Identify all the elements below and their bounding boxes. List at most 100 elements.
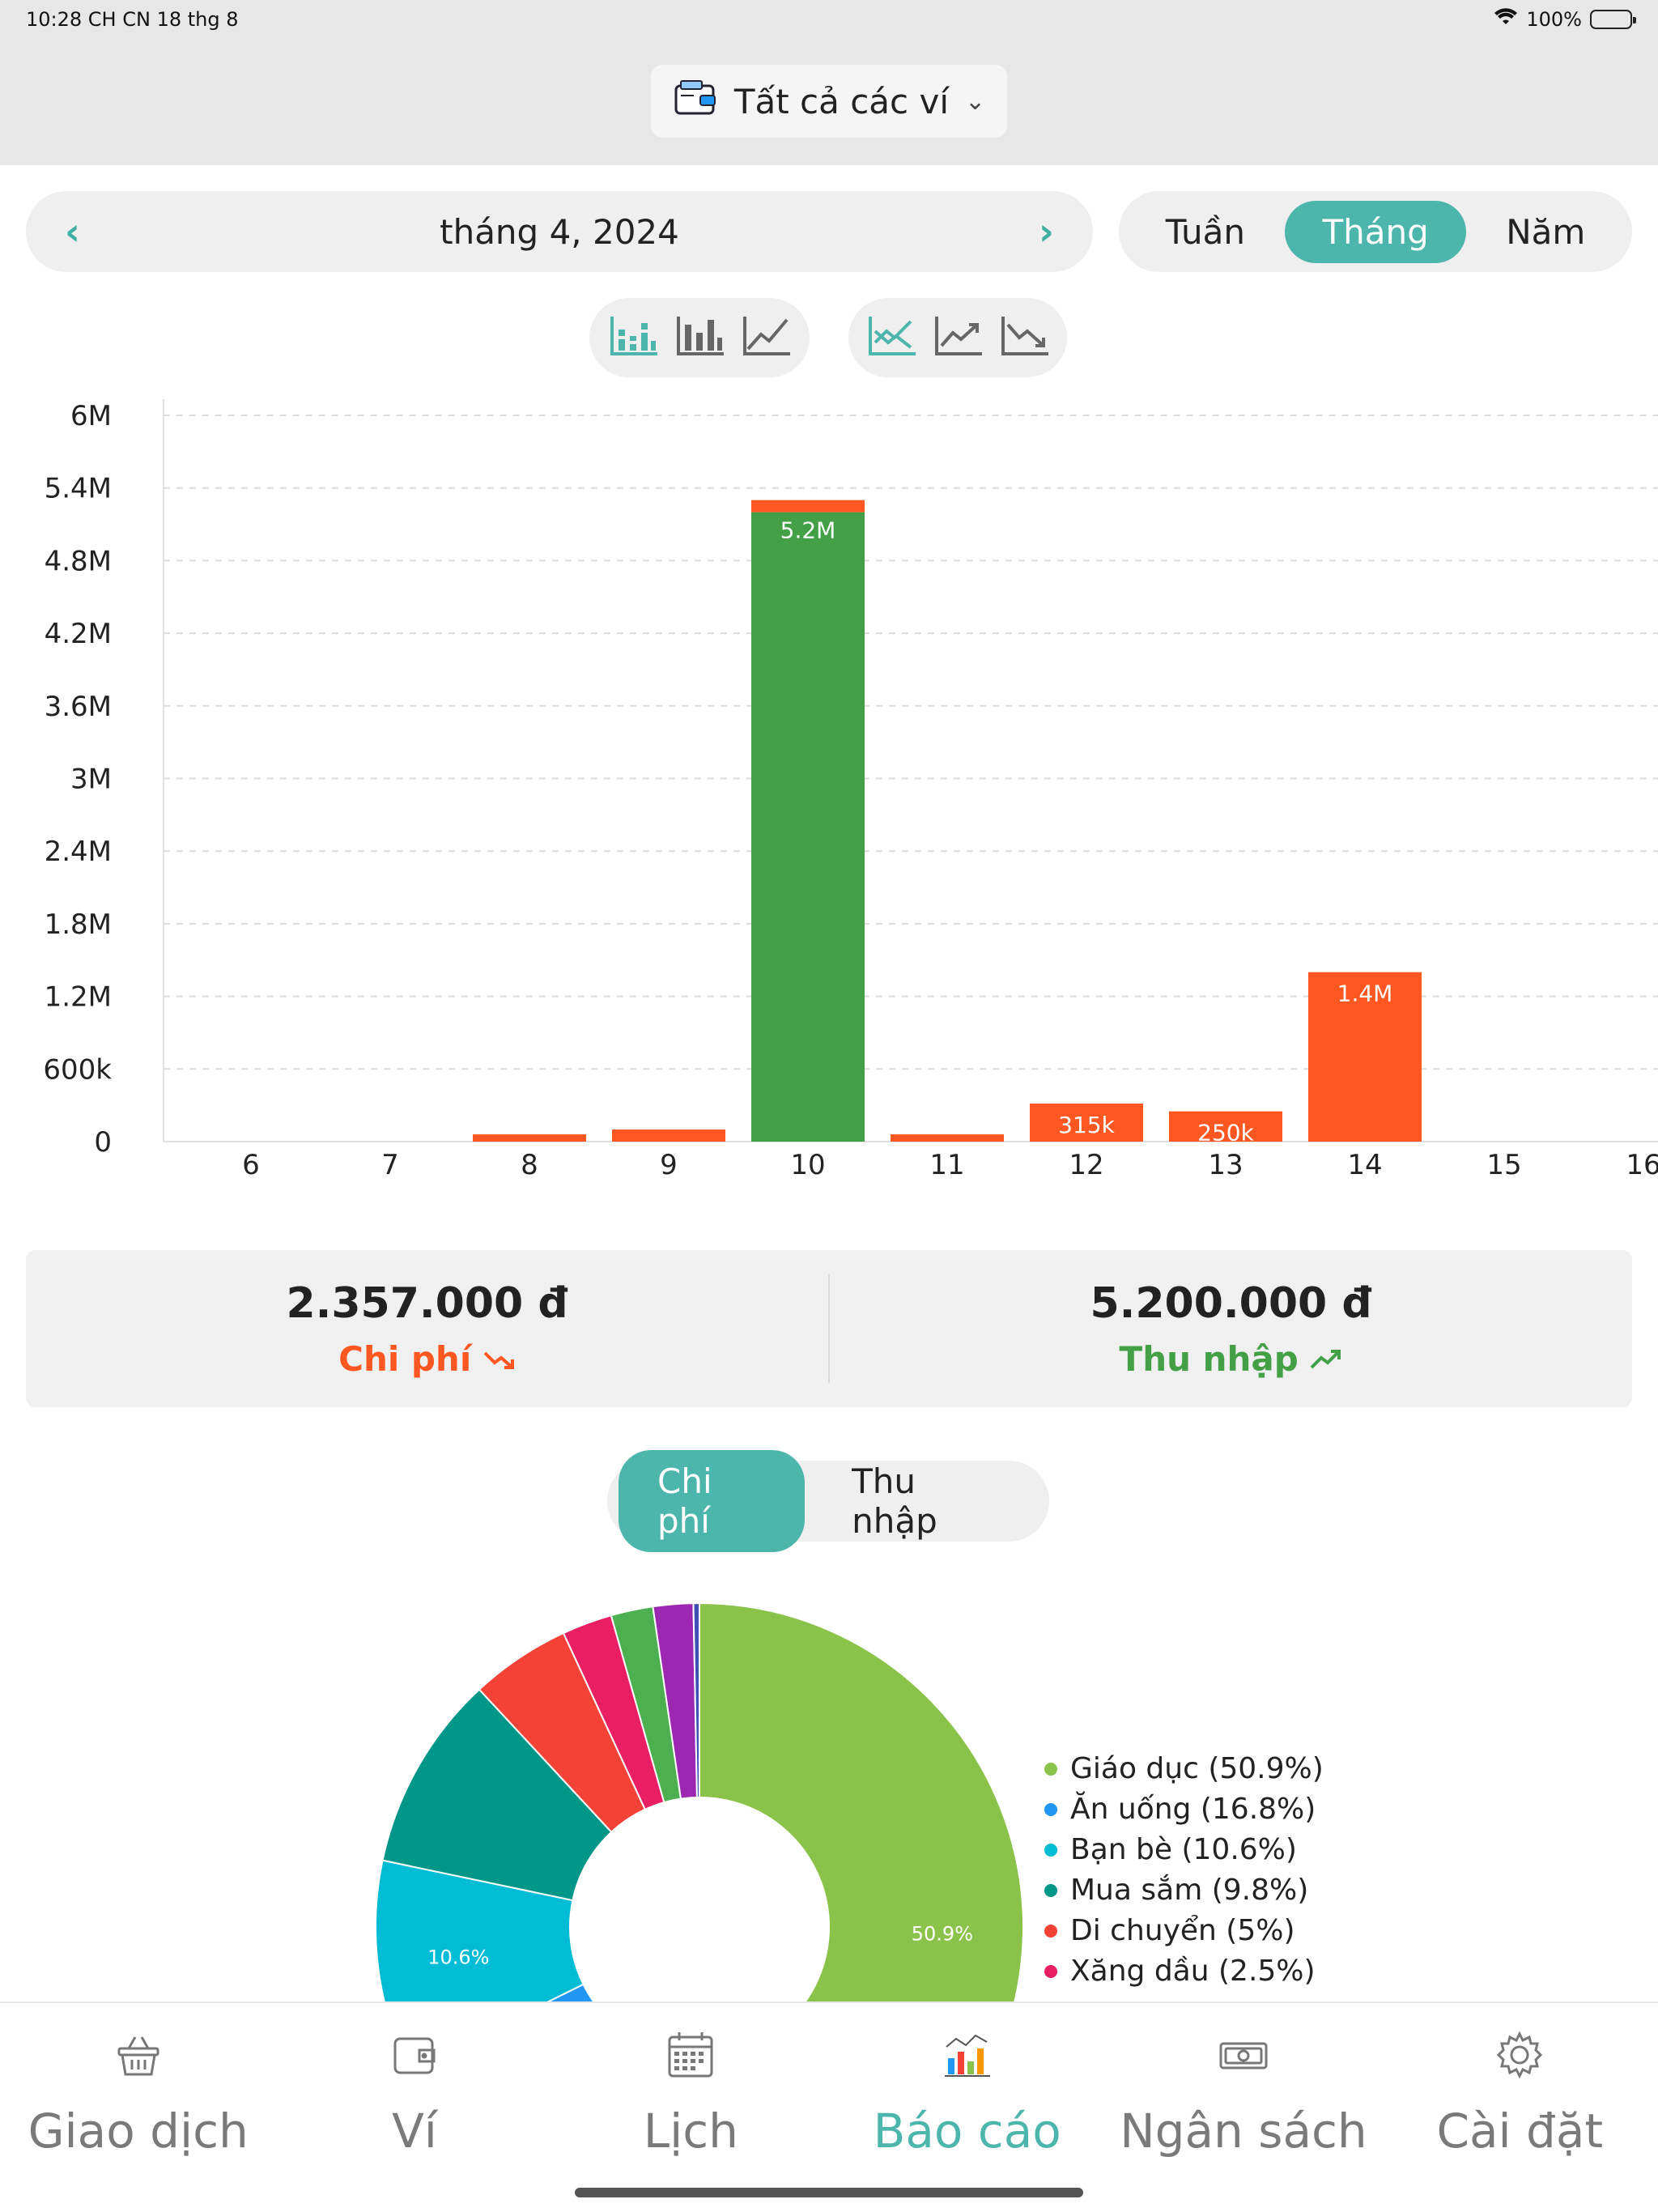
- cash-icon: [1219, 2031, 1268, 2082]
- tab-settings[interactable]: Cài đặt: [1382, 2003, 1658, 2212]
- status-time: 10:28 CH CN 18 thg 8: [26, 8, 239, 31]
- summary-card: 2.357.000 đ Chi phí 5.200.000 đ Thu nhập: [26, 1250, 1632, 1407]
- tab-calendar[interactable]: Lịch: [553, 2003, 829, 2212]
- bar-data-label: 250k: [1197, 1120, 1254, 1146]
- stacked-bar-chart-icon[interactable]: [607, 313, 659, 362]
- bar-data-label: 1.4M: [1337, 981, 1393, 1007]
- x-tick-label: 14: [1347, 1149, 1382, 1181]
- wifi-icon: [1494, 8, 1518, 31]
- top-bar: 10:28 CH CN 18 thg 8 100% Tất cả các ví …: [0, 0, 1658, 165]
- donut-slice[interactable]: [681, 1602, 1024, 2001]
- bar-data-label: 5.2M: [780, 517, 836, 544]
- bar: [1308, 972, 1422, 1142]
- bar-chart: 0 600k 1.2M 1.8M 2.4M 3M 3.6M 4.2M 4.8M 5.4M 6M 6 7 8…: [43, 399, 1658, 1181]
- chart-type-group-bars: [589, 298, 810, 377]
- line-chart-icon[interactable]: [740, 313, 792, 362]
- trend-up-icon[interactable]: [932, 313, 984, 362]
- legend-item[interactable]: Giáo dục (50.9%): [1044, 1749, 1324, 1789]
- basket-icon: [114, 2031, 163, 2082]
- y-tick-label: 600k: [43, 1053, 112, 1086]
- legend-item[interactable]: Xăng dầu (2.5%): [1044, 1951, 1324, 1992]
- donut-slice[interactable]: [409, 1983, 692, 2001]
- donut-slice[interactable]: [375, 1859, 585, 2001]
- trend-down-icon[interactable]: [998, 313, 1050, 362]
- donut-slice[interactable]: [692, 1602, 700, 1799]
- tab-month[interactable]: Tháng: [1285, 200, 1466, 263]
- donut-legend: Giáo dục (50.9%) Ăn uống (16.8%) Bạn bè …: [1044, 1749, 1324, 1992]
- toggle-expense[interactable]: Chi phí: [619, 1450, 806, 1552]
- income-label: Thu nhập: [1120, 1339, 1343, 1379]
- expense-label: Chi phí: [338, 1339, 516, 1379]
- y-tick-label: 4.2M: [45, 618, 112, 650]
- tab-year[interactable]: Năm: [1506, 211, 1586, 252]
- x-tick-label: 10: [790, 1149, 825, 1181]
- category-type-toggle: Chi phí Thu nhập: [607, 1450, 1049, 1552]
- battery-percent: 100%: [1526, 8, 1582, 31]
- y-tick-label: 3M: [70, 764, 112, 796]
- x-tick-label: 12: [1069, 1149, 1103, 1181]
- period-label: tháng 4, 2024: [440, 211, 679, 252]
- chevron-right-icon[interactable]: ›: [1039, 210, 1054, 253]
- y-tick-label: 1.8M: [45, 908, 112, 941]
- summary-divider: [828, 1274, 830, 1383]
- legend-item[interactable]: Mua sắm (9.8%): [1044, 1870, 1324, 1911]
- y-tick-label: 2.4M: [45, 836, 112, 868]
- y-tick-label: 6M: [70, 400, 112, 432]
- wallet-icon: [390, 2031, 439, 2082]
- battery-icon: [1590, 10, 1636, 29]
- chevron-down-icon: ⌄: [965, 87, 986, 116]
- x-tick-label: 9: [660, 1149, 678, 1181]
- x-tick-label: 15: [1486, 1149, 1521, 1181]
- trend-both-icon[interactable]: [865, 313, 917, 362]
- bar-data-label: 315k: [1058, 1112, 1115, 1138]
- expense-summary[interactable]: 2.357.000 đ Chi phí: [26, 1250, 828, 1407]
- y-tick-label: 0: [94, 1126, 112, 1159]
- bar-chart-icon[interactable]: [674, 313, 725, 362]
- bar: [1169, 1111, 1282, 1142]
- tab-wallet[interactable]: Ví: [276, 2003, 552, 2212]
- x-tick-label: 6: [242, 1149, 260, 1181]
- y-tick-label: 4.8M: [45, 545, 112, 577]
- donut-slice-label: 10.6%: [427, 1946, 489, 1969]
- x-tick-label: 8: [521, 1149, 538, 1181]
- calendar-icon: [666, 2031, 715, 2082]
- wallet-selector-label: Tất cả các ví: [733, 81, 950, 121]
- period-navigator: ‹ tháng 4, 2024 ›: [26, 191, 1093, 272]
- wallet-icon: [673, 78, 718, 125]
- income-amount: 5.200.000 đ: [1090, 1278, 1372, 1328]
- bar: [1030, 1103, 1143, 1142]
- legend-item[interactable]: Bạn bè (10.6%): [1044, 1830, 1324, 1870]
- bottom-tab-bar: Giao dịch Ví Lịch Báo cáo Ngân sách Cài …: [0, 2001, 1658, 2212]
- x-tick-label: 7: [381, 1149, 399, 1181]
- chevron-left-icon[interactable]: ‹: [65, 210, 80, 253]
- tab-week[interactable]: Tuần: [1165, 211, 1245, 252]
- wallet-selector[interactable]: Tất cả các ví ⌄: [651, 65, 1007, 138]
- income-summary[interactable]: 5.200.000 đ Thu nhập: [830, 1250, 1632, 1407]
- bar: [612, 1129, 725, 1142]
- tab-reports[interactable]: Báo cáo: [829, 2003, 1105, 2212]
- y-tick-label: 5.4M: [45, 473, 112, 505]
- x-tick-label: 16: [1626, 1149, 1658, 1181]
- chart-type-group-trends: [848, 298, 1067, 377]
- report-chart-icon: [943, 2031, 992, 2082]
- bar: [473, 1134, 586, 1142]
- toggle-income[interactable]: Thu nhập: [852, 1461, 937, 1541]
- bar: [891, 1134, 1004, 1142]
- status-right: 100%: [1494, 8, 1636, 31]
- category-donut-chart: 50.9% 10.6%: [375, 1602, 1024, 2001]
- tab-budget[interactable]: Ngân sách: [1105, 2003, 1381, 2212]
- y-tick-label: 3.6M: [45, 691, 112, 723]
- y-tick-label: 1.2M: [45, 981, 112, 1014]
- bar: [751, 512, 865, 1142]
- trend-up-icon: [1310, 1339, 1342, 1379]
- donut-slice[interactable]: [381, 1688, 613, 1902]
- home-indicator: [575, 2188, 1083, 2197]
- tab-transactions[interactable]: Giao dịch: [0, 2003, 276, 2212]
- legend-item[interactable]: Di chuyển (5%): [1044, 1911, 1324, 1951]
- expense-amount: 2.357.000 đ: [286, 1278, 568, 1328]
- donut-slice-label: 50.9%: [912, 1922, 973, 1945]
- trend-down-icon: [483, 1339, 516, 1379]
- x-tick-label: 11: [929, 1149, 964, 1181]
- legend-item[interactable]: Ăn uống (16.8%): [1044, 1789, 1324, 1830]
- gear-icon: [1495, 2031, 1544, 2082]
